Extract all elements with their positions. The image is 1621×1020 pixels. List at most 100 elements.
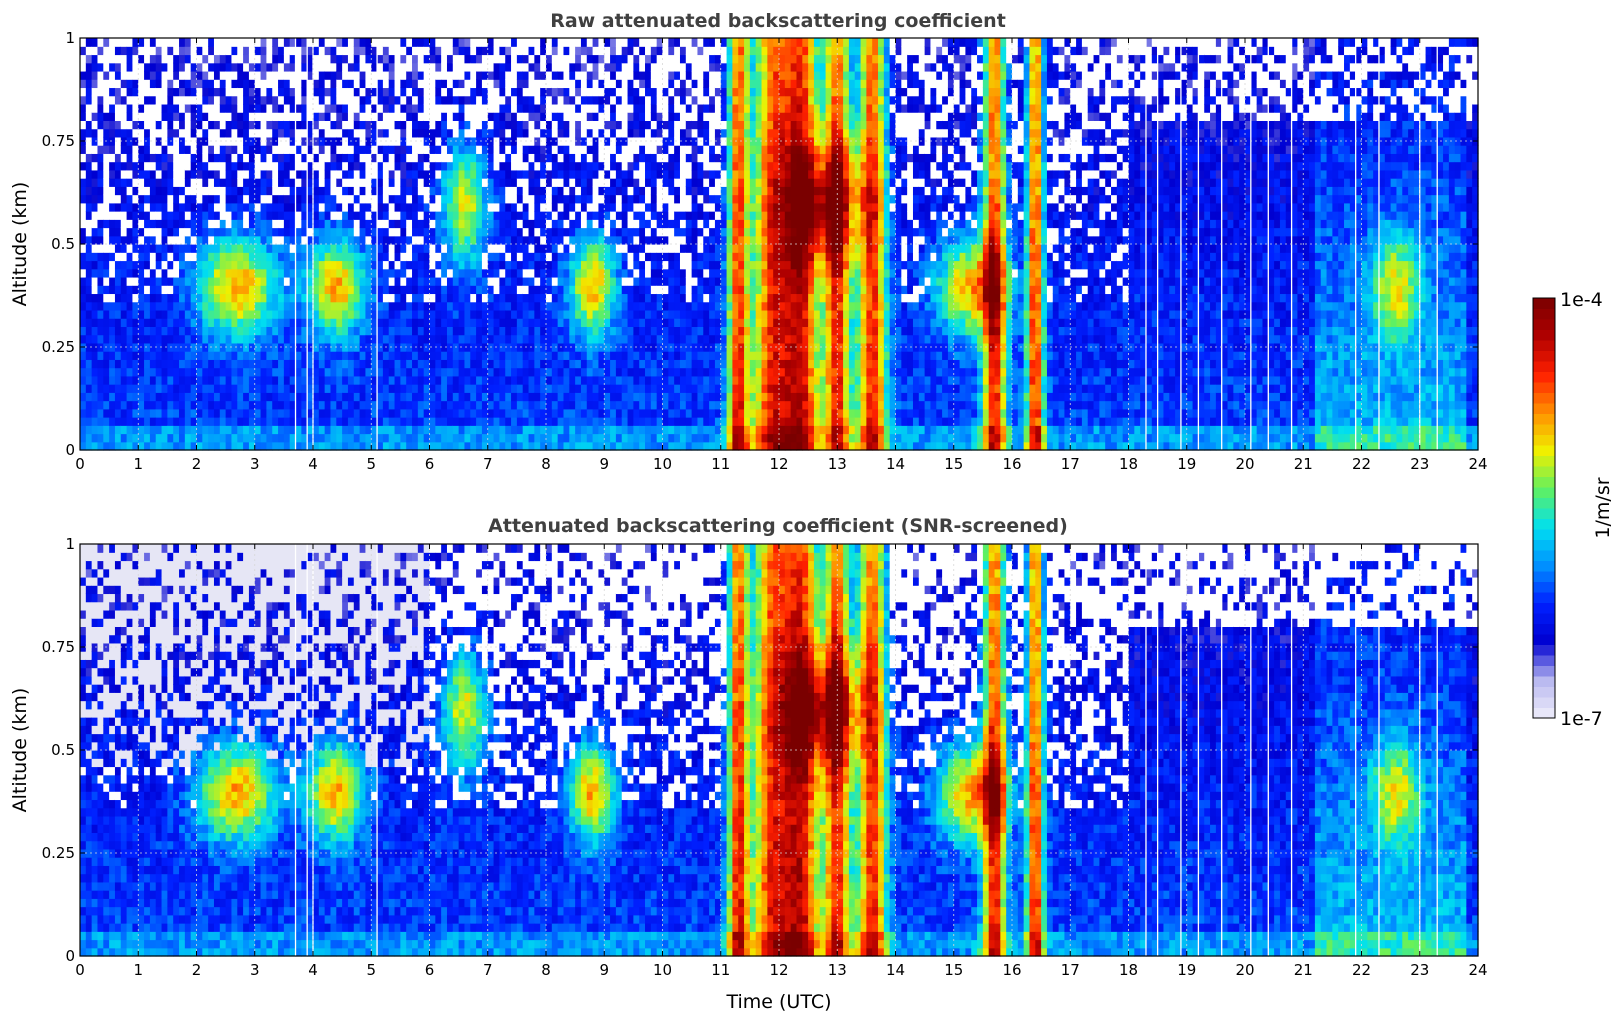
heatmap-cell xyxy=(150,211,156,220)
heatmap-cell xyxy=(173,46,179,55)
heatmap-cell xyxy=(179,244,185,253)
heatmap-cell xyxy=(80,310,86,319)
heatmap-cell xyxy=(144,277,150,286)
heatmap-cell xyxy=(144,359,150,368)
heatmap-cell xyxy=(156,335,162,344)
heatmap-cell xyxy=(167,335,173,344)
heatmap-cell xyxy=(214,153,220,162)
heatmap-cell xyxy=(103,376,109,385)
heatmap-cell xyxy=(121,252,127,261)
heatmap-cell xyxy=(138,120,144,129)
heatmap-cell xyxy=(208,359,214,368)
heatmap-cell xyxy=(150,442,156,451)
heatmap-cell xyxy=(162,384,168,393)
heatmap-cell xyxy=(138,269,144,278)
heatmap-cell xyxy=(237,252,243,261)
heatmap-cell xyxy=(220,351,226,360)
heatmap-cell xyxy=(150,409,156,418)
heatmap-cell xyxy=(214,178,220,187)
heatmap-cell xyxy=(202,434,208,443)
heatmap-cell xyxy=(220,153,226,162)
heatmap-cell xyxy=(115,252,121,261)
heatmap-cell xyxy=(185,310,191,319)
heatmap-cell xyxy=(97,54,103,63)
heatmap-cell xyxy=(92,71,98,80)
heatmap-cell xyxy=(138,318,144,327)
heatmap-cell xyxy=(86,409,92,418)
heatmap-cell xyxy=(197,244,203,253)
heatmap-cell xyxy=(208,260,214,269)
heatmap-cell xyxy=(214,54,220,63)
heatmap-cell xyxy=(86,96,92,105)
heatmap-cell xyxy=(121,170,127,179)
heatmap-cell xyxy=(138,211,144,220)
heatmap-cell xyxy=(173,186,179,195)
heatmap-cell xyxy=(208,104,214,113)
heatmap-cell xyxy=(162,87,168,96)
heatmap-cell xyxy=(144,203,150,212)
heatmap-cell xyxy=(109,71,115,80)
heatmap-cell xyxy=(179,228,185,237)
heatmap-cell xyxy=(162,376,168,385)
heatmap-cell xyxy=(237,409,243,418)
heatmap-cell xyxy=(197,401,203,410)
heatmap-cell xyxy=(220,252,226,261)
heatmap-cell xyxy=(92,318,98,327)
heatmap-cell xyxy=(231,178,237,187)
heatmap-cell xyxy=(121,409,127,418)
heatmap-cell xyxy=(86,310,92,319)
heatmap-cell xyxy=(92,269,98,278)
heatmap-cell xyxy=(214,302,220,311)
heatmap-cell xyxy=(202,129,208,138)
heatmap-cell xyxy=(162,71,168,80)
heatmap-cell xyxy=(127,104,133,113)
heatmap-cell xyxy=(92,145,98,154)
heatmap-cell xyxy=(86,112,92,121)
heatmap-cell xyxy=(138,112,144,121)
heatmap-cell xyxy=(156,120,162,129)
heatmap-cell xyxy=(173,293,179,302)
heatmap-cell xyxy=(138,129,144,138)
heatmap-cell xyxy=(167,153,173,162)
heatmap-cell xyxy=(138,368,144,377)
heatmap-cell xyxy=(185,79,191,88)
heatmap-cell xyxy=(80,260,86,269)
heatmap-cell xyxy=(115,401,121,410)
heatmap-cell xyxy=(197,318,203,327)
heatmap-cell xyxy=(231,335,237,344)
heatmap-cell xyxy=(103,277,109,286)
heatmap-cell xyxy=(127,120,133,129)
heatmap-cell xyxy=(127,417,133,426)
heatmap-cell xyxy=(202,392,208,401)
heatmap-cell xyxy=(185,409,191,418)
heatmap-cell xyxy=(109,401,115,410)
heatmap-cell xyxy=(197,269,203,278)
heatmap-cell xyxy=(121,368,127,377)
heatmap-cell xyxy=(150,38,156,47)
heatmap-cell xyxy=(80,335,86,344)
heatmap-cell xyxy=(226,310,232,319)
heatmap-cell xyxy=(185,434,191,443)
heatmap-cell xyxy=(185,252,191,261)
heatmap-cell xyxy=(156,252,162,261)
heatmap-cell xyxy=(179,368,185,377)
heatmap-cell xyxy=(214,376,220,385)
heatmap-cell xyxy=(103,203,109,212)
heatmap-cell xyxy=(80,211,86,220)
heatmap-cell xyxy=(156,87,162,96)
heatmap-cell xyxy=(92,285,98,294)
heatmap-cell xyxy=(220,129,226,138)
heatmap-cell xyxy=(185,112,191,121)
heatmap-cell xyxy=(86,260,92,269)
heatmap-cell xyxy=(156,162,162,171)
heatmap-cell xyxy=(179,87,185,96)
heatmap-cell xyxy=(121,326,127,335)
heatmap-cell xyxy=(109,277,115,286)
heatmap-cell xyxy=(226,211,232,220)
heatmap-cell xyxy=(127,368,133,377)
heatmap-cell xyxy=(127,277,133,286)
heatmap-cell xyxy=(197,351,203,360)
heatmap-cell xyxy=(220,417,226,426)
heatmap-cell xyxy=(97,203,103,212)
heatmap-cell xyxy=(156,178,162,187)
